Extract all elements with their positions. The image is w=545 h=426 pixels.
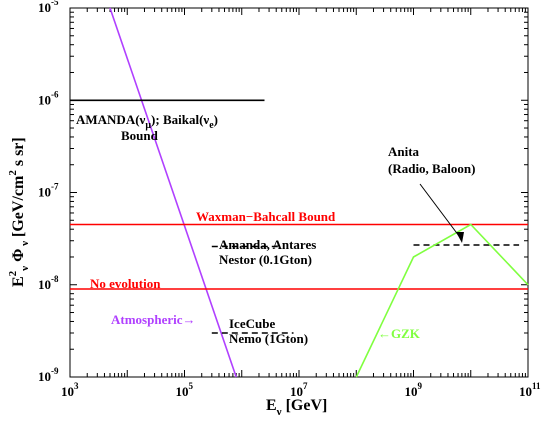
- series-lines: [70, 7, 529, 378]
- gzk-label: ←GZK: [378, 326, 421, 341]
- anita-line1: Anita: [388, 144, 420, 159]
- x-tick-label: 109: [405, 381, 423, 399]
- axis-ticks: [69, 7, 529, 378]
- icecube-line2: Nemo (1Gton): [229, 331, 308, 346]
- anita-arrow-head: [456, 232, 464, 243]
- x-axis-label: Eν [GeV]: [266, 397, 327, 418]
- amanda-baikal-sub-mu: μ: [145, 120, 151, 131]
- anita-line2: (Radio, Baloon): [388, 161, 475, 176]
- x-tick-label: 103: [61, 381, 79, 399]
- annotation-anita: Anita (Radio, Baloon): [388, 144, 475, 243]
- annotation-icecube: IceCube Nemo (1Gton): [229, 316, 308, 346]
- amanda-antares-line1: Amanda, Antares: [219, 237, 316, 252]
- icecube-line1: IceCube: [229, 316, 275, 331]
- y-tick-label: 10-7: [38, 182, 59, 200]
- series-line-7: [355, 223, 529, 378]
- amanda-baikal-sub-e: e: [209, 120, 214, 131]
- x-axis-label-sub: ν: [276, 406, 282, 418]
- series-line-0: [109, 7, 237, 378]
- y-tick-label: 10-8: [38, 274, 59, 292]
- waxman-bahcall-label: Waxman−Bahcall Bound: [196, 209, 336, 224]
- amanda-baikal-line1a: AMANDA(ν: [76, 112, 146, 127]
- amanda-baikal-line1b: ); Baikal(ν: [151, 112, 209, 127]
- amanda-baikal-line2: Bound: [121, 128, 159, 143]
- y-axis-label: E2ν Φ ν [GeV/cm2 s sr]: [7, 137, 31, 287]
- y-tick-label: 10-5: [38, 0, 59, 15]
- y-tick-label: 10-9: [38, 366, 59, 384]
- anita-arrow-shaft: [419, 183, 463, 241]
- x-tick-label: 1011: [519, 381, 541, 399]
- y-tick-label: 10-6: [38, 89, 59, 107]
- svg-text:AMANDA(νμ); Baikal(νe): AMANDA(νμ); Baikal(νe): [76, 112, 218, 131]
- annotation-amanda-antares: Amanda, Antares Nestor (0.1Gton): [219, 237, 316, 267]
- svg-text:Eν [GeV]: Eν [GeV]: [266, 397, 327, 418]
- amanda-antares-line2: Nestor (0.1Gton): [219, 252, 312, 267]
- atmospheric-label: Atmospheric→: [111, 312, 196, 327]
- annotation-amanda-baikal: AMANDA(νμ); Baikal(νe) Bound: [76, 112, 218, 143]
- no-evolution-label: No evolution: [90, 276, 161, 291]
- x-tick-label: 105: [176, 381, 194, 399]
- svg-text:E2ν Φ ν [GeV/cm2 s sr]: E2ν Φ ν [GeV/cm2 s sr]: [7, 137, 31, 287]
